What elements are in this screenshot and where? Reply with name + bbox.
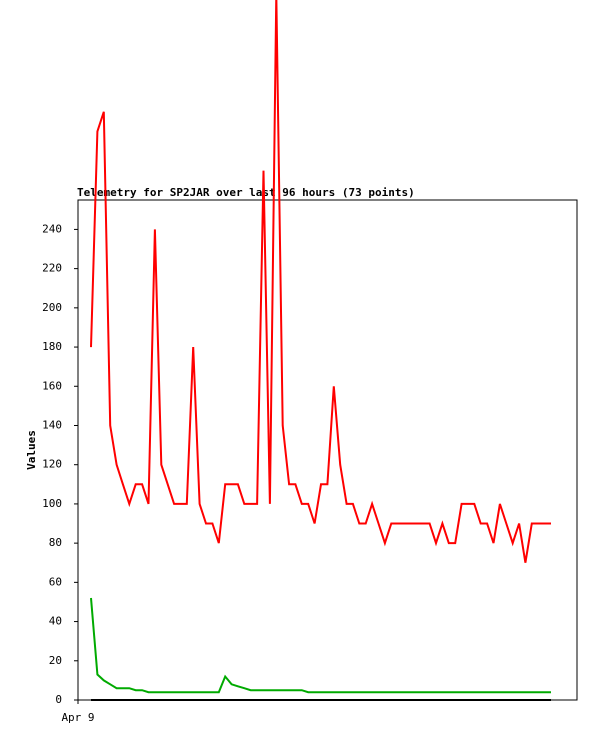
series-line <box>90 0 551 563</box>
y-tick-label: 240 <box>42 222 62 235</box>
x-tick-label: Apr 9 <box>61 711 94 724</box>
y-tick-label: 200 <box>42 301 62 314</box>
series-line <box>90 597 551 694</box>
y-tick-label: 40 <box>49 615 62 628</box>
chart-title: Telemetry for SP2JAR over last 96 hours … <box>77 186 415 199</box>
y-tick-label: 140 <box>42 418 62 431</box>
y-tick-label: 20 <box>49 654 62 667</box>
y-tick-label: 100 <box>42 497 62 510</box>
y-tick-label: 220 <box>42 262 62 275</box>
y-tick-label: 80 <box>49 536 62 549</box>
y-tick-label: 0 <box>55 693 62 706</box>
y-tick-label: 180 <box>42 340 62 353</box>
y-tick-label: 60 <box>49 575 62 588</box>
y-tick-label: 120 <box>42 458 62 471</box>
y-tick-label: 160 <box>42 379 62 392</box>
y-axis-label: Values <box>25 430 38 470</box>
